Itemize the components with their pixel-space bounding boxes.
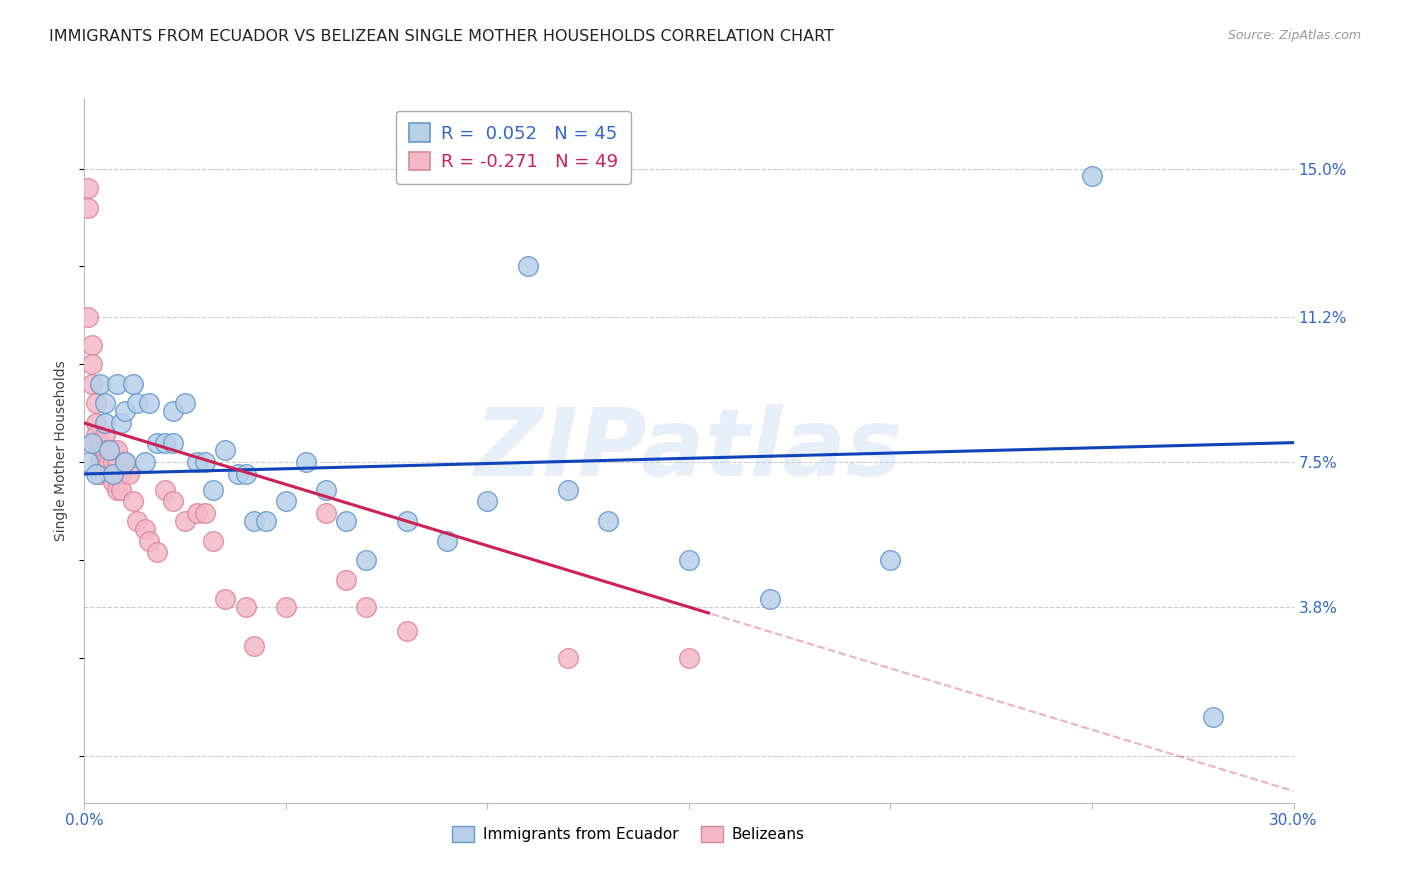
Point (162, 494, 184, 508)
Point (235, 467, 257, 481)
Point (194, 455, 217, 469)
Point (879, 553, 901, 567)
Point (516, 260, 538, 274)
Point (114, 455, 136, 469)
Point (678, 651, 700, 665)
Point (146, 545, 169, 559)
Point (97, 455, 120, 469)
Point (274, 494, 297, 508)
Point (105, 443, 128, 458)
Text: IMMIGRANTS FROM ECUADOR VS BELIZEAN SINGLE MOTHER HOUSEHOLDS CORRELATION CHART: IMMIGRANTS FROM ECUADOR VS BELIZEAN SING… (49, 29, 834, 44)
Point (77, 455, 100, 469)
Legend: Immigrants from Ecuador, Belizeans: Immigrants from Ecuador, Belizeans (446, 820, 811, 848)
Point (89, 467, 111, 481)
Point (93, 455, 115, 469)
Point (105, 376, 128, 391)
Point (153, 483, 176, 497)
Point (121, 494, 143, 508)
Point (77, 181, 100, 195)
Point (82, 435, 104, 450)
Point (110, 467, 132, 481)
Point (335, 514, 357, 528)
Point (436, 533, 458, 548)
Point (82, 357, 104, 371)
Point (335, 573, 357, 587)
Point (1081, 169, 1104, 184)
Point (93, 427, 115, 442)
Point (138, 396, 160, 410)
Point (97, 467, 120, 481)
Point (134, 522, 156, 536)
Point (86, 396, 108, 410)
Text: ZIPatlas: ZIPatlas (475, 404, 903, 497)
Point (93, 416, 115, 430)
Point (194, 506, 217, 520)
Point (114, 455, 136, 469)
Point (186, 506, 208, 520)
Point (101, 475, 124, 489)
Point (110, 416, 132, 430)
Point (89, 435, 111, 450)
Point (86, 467, 108, 481)
Point (105, 483, 128, 497)
Point (226, 467, 249, 481)
Point (86, 427, 108, 442)
Point (557, 651, 579, 665)
Point (214, 592, 236, 607)
Point (678, 553, 700, 567)
Point (153, 435, 176, 450)
Point (101, 455, 124, 469)
Point (101, 443, 124, 458)
Point (146, 435, 169, 450)
Point (82, 338, 104, 352)
Point (254, 514, 277, 528)
Point (125, 396, 148, 410)
Point (214, 443, 236, 458)
Point (477, 494, 499, 508)
Point (86, 416, 108, 430)
Point (598, 514, 620, 528)
Point (395, 514, 418, 528)
Point (315, 483, 337, 497)
Point (105, 455, 128, 469)
Point (1202, 709, 1225, 723)
Point (118, 467, 141, 481)
Point (110, 483, 132, 497)
Point (77, 201, 100, 215)
Point (202, 533, 225, 548)
Point (89, 376, 111, 391)
Point (162, 404, 184, 418)
Point (86, 435, 108, 450)
Point (174, 396, 197, 410)
Point (356, 553, 378, 567)
Point (242, 514, 264, 528)
Point (93, 396, 115, 410)
Point (758, 592, 780, 607)
Text: Source: ZipAtlas.com: Source: ZipAtlas.com (1227, 29, 1361, 42)
Point (97, 443, 120, 458)
Point (114, 404, 136, 418)
Point (356, 600, 378, 615)
Point (82, 376, 104, 391)
Y-axis label: Single Mother Households: Single Mother Households (55, 360, 69, 541)
Point (557, 483, 579, 497)
Point (89, 455, 111, 469)
Point (174, 514, 197, 528)
Point (77, 310, 100, 325)
Point (138, 533, 160, 548)
Point (162, 435, 184, 450)
Point (101, 467, 124, 481)
Point (295, 455, 318, 469)
Point (235, 600, 257, 615)
Point (274, 600, 297, 615)
Point (315, 506, 337, 520)
Point (242, 639, 264, 653)
Point (202, 483, 225, 497)
Point (186, 455, 208, 469)
Point (134, 455, 156, 469)
Point (125, 514, 148, 528)
Point (121, 376, 143, 391)
Point (93, 443, 115, 458)
Point (395, 624, 418, 638)
